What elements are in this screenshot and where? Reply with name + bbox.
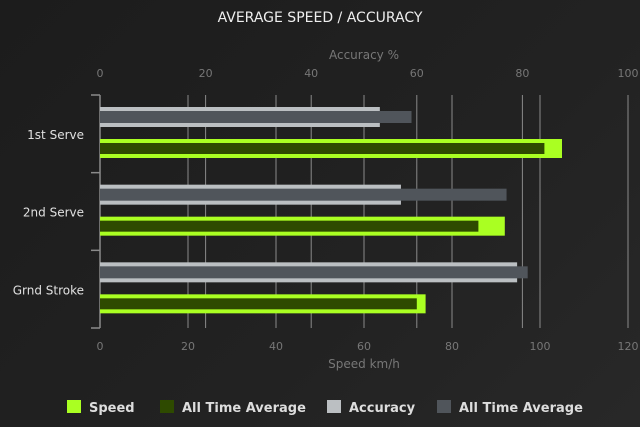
legend-swatch bbox=[67, 400, 81, 413]
bottom-axis-label: Speed km/h bbox=[328, 357, 400, 371]
top-tick-label: 100 bbox=[618, 67, 639, 80]
bottom-tick-label: 20 bbox=[181, 340, 195, 353]
top-tick-label: 60 bbox=[410, 67, 424, 80]
bar-speed-average bbox=[100, 220, 479, 232]
legend-swatch bbox=[437, 400, 451, 413]
chart-title: AVERAGE SPEED / ACCURACY bbox=[218, 10, 423, 26]
bar-accuracy-average bbox=[100, 111, 412, 123]
bar-accuracy-average bbox=[100, 266, 528, 279]
legend-swatch bbox=[160, 400, 174, 413]
top-tick-label: 20 bbox=[199, 67, 213, 80]
top-tick-label: 40 bbox=[304, 67, 318, 80]
bar-accuracy-average bbox=[100, 188, 507, 201]
bottom-tick-label: 60 bbox=[357, 340, 371, 353]
category-label: 1st Serve bbox=[27, 128, 84, 142]
legend-label: Speed bbox=[89, 401, 135, 416]
bottom-tick-label: 100 bbox=[530, 340, 551, 353]
bar-speed-average bbox=[100, 143, 545, 154]
bottom-tick-label: 80 bbox=[445, 340, 459, 353]
bottom-tick-label: 120 bbox=[618, 340, 639, 353]
top-axis-label: Accuracy % bbox=[329, 48, 399, 62]
legend-label: All Time Average bbox=[182, 401, 306, 416]
top-tick-label: 80 bbox=[515, 67, 529, 80]
bottom-tick-label: 40 bbox=[269, 340, 283, 353]
legend-label: Accuracy bbox=[349, 401, 416, 416]
bottom-tick-label: 0 bbox=[97, 340, 104, 353]
top-tick-label: 0 bbox=[97, 67, 104, 80]
legend-swatch bbox=[327, 400, 341, 413]
legend-label: All Time Average bbox=[459, 401, 583, 416]
category-label: Grnd Stroke bbox=[13, 283, 84, 297]
bar-speed-average bbox=[100, 298, 417, 310]
category-label: 2nd Serve bbox=[23, 206, 84, 220]
